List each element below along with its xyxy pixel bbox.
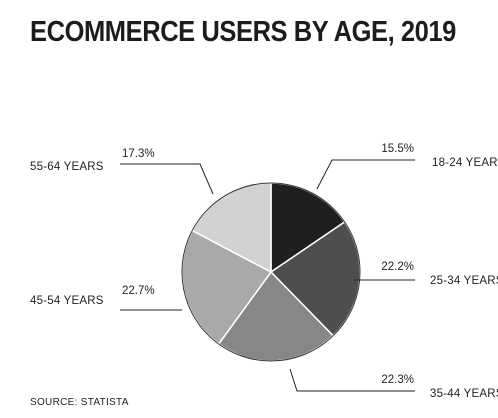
category-label-55-64-years: 55-64 YEARS [30, 161, 104, 173]
value-label-45-54-years: 22.7% [122, 285, 155, 297]
category-label-45-54-years: 45-54 YEARS [30, 295, 104, 307]
leader-line-55-64-years [120, 163, 214, 195]
leader-line-18-24-years [316, 159, 415, 190]
category-label-25-34-years: 25-34 YEARS [430, 275, 498, 287]
value-label-25-34-years: 22.2% [381, 261, 414, 273]
value-label-55-64-years: 17.3% [122, 148, 155, 160]
chart-title: ECOMMERCE USERS BY AGE, 2019 [30, 16, 456, 48]
category-label-18-24-years: 18-24 YEARS [432, 157, 498, 169]
category-label-35-44-years: 35-44 YEARS [430, 388, 498, 400]
value-label-18-24-years: 15.5% [381, 143, 414, 155]
source-note: SOURCE: STATISTA [30, 397, 129, 408]
pie-outline [181, 182, 361, 362]
value-label-35-44-years: 22.3% [381, 374, 414, 386]
leader-line-35-44-years [289, 368, 415, 392]
